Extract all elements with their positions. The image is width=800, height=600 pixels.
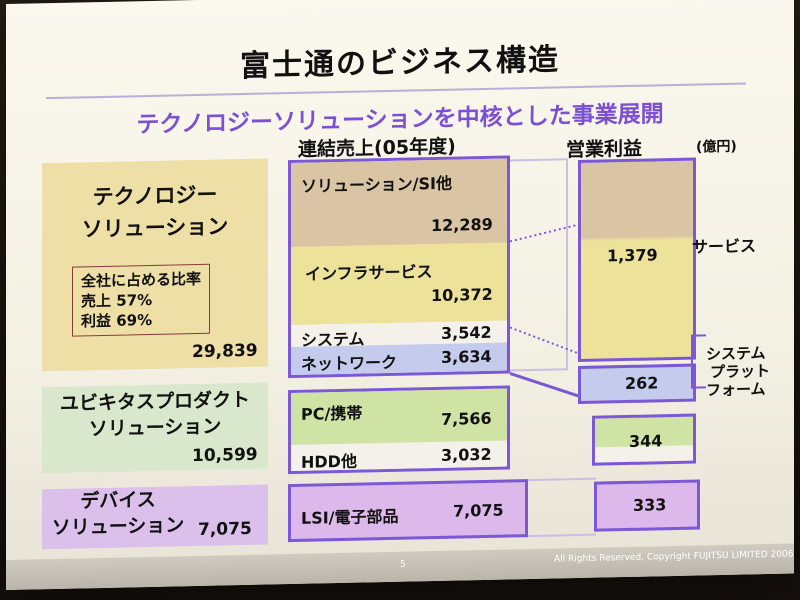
infra-service-block: インフラサービス 10,372 xyxy=(291,242,507,326)
ubiquitous-sales-frame: PC/携帯 7,566 HDD他 3,032 xyxy=(288,385,510,475)
system-platform-profit-block: 262 xyxy=(578,363,696,405)
solution-si-value: 12,289 xyxy=(431,214,493,236)
unit-label: (億円) xyxy=(696,138,737,156)
device-label-line2: ソリューション xyxy=(51,514,185,540)
ubiquitous-segment: ユビキタスプロダクト ソリューション 10,599 xyxy=(42,382,268,474)
network-block: ネットワーク 3,634 xyxy=(291,342,507,376)
solution-si-block: ソリューション/SI他 12,289 xyxy=(291,158,507,248)
share-sales: 売上 57% xyxy=(81,290,153,311)
side-label-bracket xyxy=(691,334,706,389)
ubiquitous-profit-block: 344 xyxy=(592,413,696,466)
device-profit-block: 333 xyxy=(594,479,700,532)
page-number: 5 xyxy=(400,559,406,570)
network-value: 3,634 xyxy=(441,346,492,367)
share-title: 全社に占める比率 xyxy=(81,269,202,291)
pc-mobile-block: PC/携帯 7,566 xyxy=(291,388,507,446)
device-segment: デバイス ソリューション 7,075 xyxy=(42,484,268,550)
technology-total: 29,839 xyxy=(192,340,258,363)
service-side-label: サービス xyxy=(692,236,757,257)
technology-segment: テクノロジー ソリューション 全社に占める比率 売上 57% 利益 69% 29… xyxy=(42,158,268,372)
network-label: ネットワーク xyxy=(301,352,398,374)
side-label-line2: プラット xyxy=(710,361,771,382)
ubiquitous-total: 10,599 xyxy=(192,444,258,467)
hdd-block: HDD他 3,032 xyxy=(291,440,507,472)
ubiquitous-label-line2: ソリューション xyxy=(88,415,222,441)
connector-bracket-bottom xyxy=(528,477,596,538)
technology-label-line2: ソリューション xyxy=(81,214,229,242)
pc-mobile-value: 7,566 xyxy=(441,408,492,429)
system-platform-side-label: システム プラット フォーム xyxy=(706,344,770,399)
technology-label-line1: テクノロジー xyxy=(92,182,218,210)
slide: 富士通のビジネス構造 テクノロジーソリューションを中核とした事業展開 連結売上(… xyxy=(6,0,794,590)
ubiquitous-profit-value: 344 xyxy=(629,431,663,451)
lsi-label: LSI/電子部品 xyxy=(301,506,399,528)
side-label-line1: システム xyxy=(706,344,766,364)
technology-sales-frame: ソリューション/SI他 12,289 インフラサービス 10,372 システム … xyxy=(288,155,510,379)
hdd-value: 3,032 xyxy=(441,444,492,465)
device-total: 7,075 xyxy=(198,518,252,540)
system-platform-profit-value: 262 xyxy=(625,373,659,394)
share-profit: 利益 69% xyxy=(81,310,153,331)
hdd-label: HDD他 xyxy=(301,451,357,472)
connector-lines xyxy=(510,220,591,402)
solution-si-label: ソリューション/SI他 xyxy=(301,173,453,196)
device-profit-value: 333 xyxy=(633,495,667,515)
device-label-line1: デバイス xyxy=(80,488,156,513)
pc-mobile-label: PC/携帯 xyxy=(301,403,363,424)
slide-title: 富士通のビジネス構造 xyxy=(240,42,560,85)
share-box: 全社に占める比率 売上 57% 利益 69% xyxy=(72,263,211,337)
infra-service-value: 10,372 xyxy=(431,284,493,306)
service-profit-block: 1,379 xyxy=(578,157,696,363)
lsi-value: 7,075 xyxy=(453,500,504,521)
infra-service-label: インフラサービス xyxy=(305,262,433,284)
side-label-line3: フォーム xyxy=(706,380,766,400)
service-profit-value: 1,379 xyxy=(607,245,658,266)
system-value: 3,542 xyxy=(441,322,492,343)
device-sales-frame: LSI/電子部品 7,075 xyxy=(288,479,528,543)
